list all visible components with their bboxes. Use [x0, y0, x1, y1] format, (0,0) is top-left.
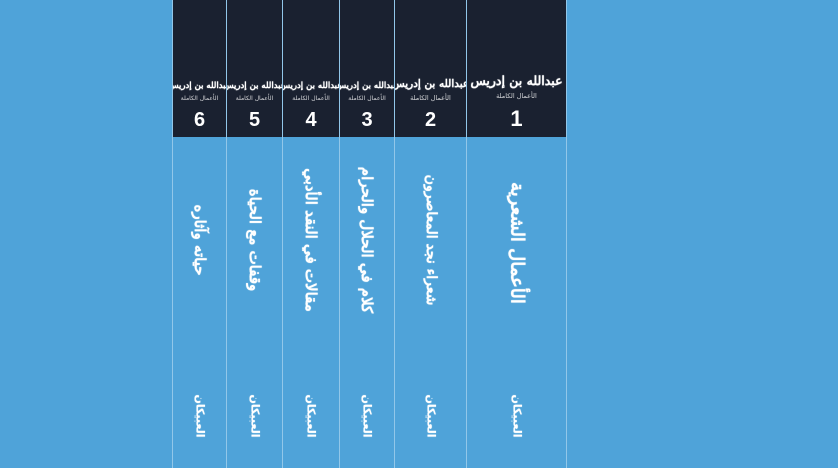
collection-subtitle: الأعمال الكاملة — [348, 95, 386, 102]
spine-header: عبدالله بن إدريس الأعمال الكاملة 6 — [173, 0, 226, 137]
publisher-logo: العبيكان — [510, 394, 523, 438]
publisher-logo: العبيكان — [304, 394, 318, 438]
spine-title-calligraphy: وقفات مع الحياة — [245, 188, 264, 292]
spine-body: كلام في الحلال والحرام العبيكان — [340, 137, 394, 468]
collection-subtitle: الأعمال الكاملة — [292, 95, 330, 102]
author-signature: عبدالله بن إدريس — [470, 73, 563, 89]
volume-number: 6 — [193, 109, 206, 131]
spine-body: مقالات في النقد الأدبي العبيكان — [283, 137, 339, 468]
publisher-logo: العبيكان — [424, 394, 437, 438]
spine-title-calligraphy: الأعمال الشعرية — [506, 182, 527, 304]
spine-title-calligraphy: كلام في الحلال والحرام — [358, 166, 376, 314]
collection-subtitle: الأعمال الكاملة — [496, 92, 537, 100]
book-shelf: عبدالله بن إدريس الأعمال الكاملة 6 حياته… — [172, 0, 567, 468]
spine-header: عبدالله بن إدريس الأعمال الكاملة 4 — [283, 0, 339, 137]
spine-body: شعراء نجد المعاصرون العبيكان — [395, 137, 466, 468]
publisher-logo: العبيكان — [248, 394, 261, 438]
volume-number: 4 — [305, 109, 317, 131]
book-spine-volume-4: عبدالله بن إدريس الأعمال الكاملة 4 مقالا… — [282, 0, 339, 468]
spine-header: عبدالله بن إدريس الأعمال الكاملة 5 — [227, 0, 282, 137]
spine-header: عبدالله بن إدريس الأعمال الكاملة 2 — [395, 0, 466, 137]
spine-body: وقفات مع الحياة العبيكان — [227, 137, 282, 468]
author-signature: عبدالله بن إدريس — [283, 81, 339, 92]
spine-header: عبدالله بن إدريس الأعمال الكاملة 3 — [340, 0, 394, 137]
author-signature: عبدالله بن إدريس — [227, 81, 282, 92]
author-signature: عبدالله بن إدريس — [173, 81, 226, 92]
book-spine-volume-1: عبدالله بن إدريس الأعمال الكاملة 1 الأعم… — [466, 0, 566, 468]
author-signature: عبدالله بن إدريس — [340, 81, 394, 92]
spine-title-calligraphy: مقالات في النقد الأدبي — [302, 168, 320, 312]
spine-body: حياته وآثاره العبيكان — [173, 137, 226, 468]
book-spine-volume-2: عبدالله بن إدريس الأعمال الكاملة 2 شعراء… — [394, 0, 466, 468]
spine-header: عبدالله بن إدريس الأعمال الكاملة 1 — [467, 0, 566, 137]
author-signature: عبدالله بن إدريس — [395, 77, 466, 90]
spine-title-calligraphy: شعراء نجد المعاصرون — [422, 174, 439, 306]
publisher-logo: العبيكان — [360, 394, 374, 438]
book-spine-volume-6: عبدالله بن إدريس الأعمال الكاملة 6 حياته… — [173, 0, 226, 468]
spine-body: الأعمال الشعرية العبيكان — [467, 137, 566, 468]
volume-number: 3 — [361, 109, 373, 131]
book-spine-volume-5: عبدالله بن إدريس الأعمال الكاملة 5 وقفات… — [226, 0, 282, 468]
publisher-logo: العبيكان — [193, 394, 206, 438]
volume-number: 2 — [424, 109, 437, 131]
volume-number: 1 — [510, 106, 523, 131]
spine-title-calligraphy: حياته وآثاره — [190, 204, 209, 276]
volume-number: 5 — [248, 109, 261, 131]
collection-subtitle: الأعمال الكاملة — [180, 95, 219, 102]
collection-subtitle: الأعمال الكاملة — [235, 95, 274, 102]
collection-subtitle: الأعمال الكاملة — [410, 94, 451, 102]
book-spine-volume-3: عبدالله بن إدريس الأعمال الكاملة 3 كلام … — [339, 0, 394, 468]
